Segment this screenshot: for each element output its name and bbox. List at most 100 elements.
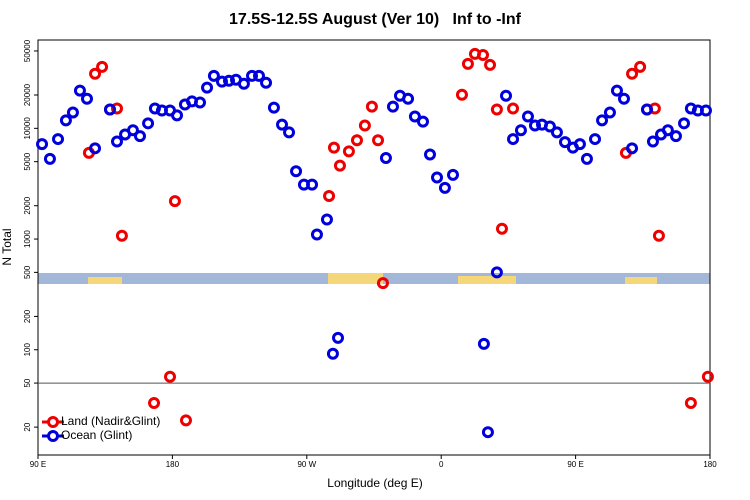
point [148,397,161,410]
legend-marker [47,430,59,442]
point [326,347,339,360]
y-tick-label: 20 [23,422,32,431]
legend-marker [47,416,59,428]
point [323,189,336,202]
point [290,165,303,178]
point [342,145,355,158]
point [652,229,665,242]
point [646,135,659,148]
point [110,135,123,148]
point [669,130,682,143]
y-tick-label: 2000 [23,196,32,214]
point [207,69,220,82]
point [514,124,527,137]
point [580,152,593,165]
point [320,213,333,226]
point [110,102,123,115]
point [481,426,494,439]
point [379,151,392,164]
point [640,103,653,116]
point [133,130,146,143]
point [80,92,93,105]
point [699,104,712,117]
point [66,106,79,119]
point [59,114,72,127]
point [500,89,513,102]
point [424,148,436,161]
map-strip [38,273,710,284]
point [215,75,228,88]
point [416,115,429,128]
point [550,126,563,139]
chart-title: 17.5S-12.5S August (Ver 10) Inf to -Inf [229,11,522,28]
point [96,60,109,73]
point [306,178,319,191]
point [521,110,534,123]
x-tick-label: 90 E [567,460,583,469]
point [507,102,520,115]
y-tick-label: 10000 [23,117,32,140]
point [477,48,490,61]
series [82,47,714,427]
point [73,84,86,97]
point [89,142,102,155]
point [573,138,586,151]
point [245,69,258,82]
point [528,119,541,132]
point [43,152,56,165]
point [365,100,378,113]
point [596,114,609,127]
point [168,195,181,208]
point [283,126,296,139]
point [617,92,630,105]
point [142,117,155,130]
y-tick-label: 500 [23,265,32,279]
point [222,74,235,87]
point [372,134,385,147]
y-tick-label: 50 [23,378,32,387]
point [589,133,602,146]
point [276,118,289,131]
point [260,76,273,89]
point [402,92,415,105]
point [626,67,639,80]
y-axis-label: N Total [0,228,14,265]
point [461,57,474,70]
point [678,117,691,130]
x-tick-label: 90 W [297,460,316,469]
point [661,124,674,137]
point [194,96,207,109]
point [484,58,497,71]
x-tick-label: 0 [439,460,444,469]
x-axis-label: Longitude (deg E) [327,476,422,490]
y-tick-label: 200 [23,309,32,323]
point [603,106,616,119]
point [126,124,139,137]
point [376,277,389,290]
point [332,331,345,344]
point [610,84,623,97]
point [115,229,128,242]
series [36,69,712,439]
point [477,337,490,350]
land-strip [625,277,657,284]
point [543,120,556,133]
point [164,370,177,383]
point [684,397,697,410]
y-tick-label: 50000 [23,39,32,62]
point [171,109,184,122]
point [333,159,346,172]
point [201,81,214,94]
point [350,134,363,147]
point [179,414,192,427]
point [327,141,340,154]
x-tick-label: 90 E [30,460,46,469]
point [701,370,714,383]
point [431,171,444,184]
point [490,103,503,116]
x-tick-label: 180 [166,460,180,469]
point [495,222,508,235]
point [507,133,520,146]
point [89,67,102,80]
